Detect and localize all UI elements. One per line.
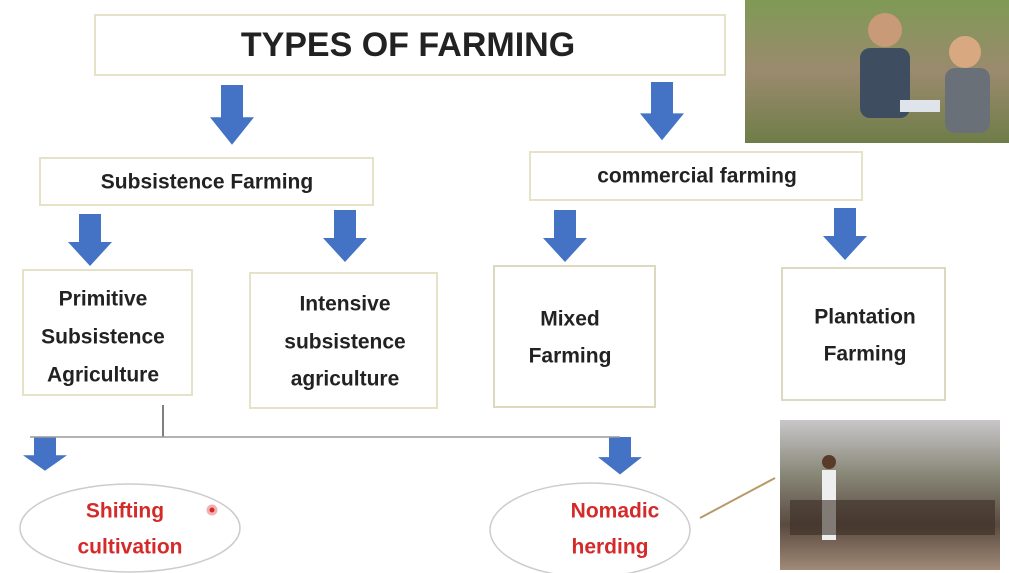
arrow xyxy=(543,210,587,262)
pointer-line xyxy=(700,478,775,518)
arrow xyxy=(68,214,112,266)
photo-farmers xyxy=(745,0,1009,143)
arrow xyxy=(323,210,367,262)
node-label: agriculture xyxy=(291,368,400,391)
node-label: subsistence xyxy=(284,331,405,354)
node-label: Shifting xyxy=(86,500,164,523)
arrow xyxy=(210,85,254,145)
node-label: Primitive xyxy=(59,288,148,311)
arrow xyxy=(598,437,642,474)
node-label: Plantation xyxy=(814,306,916,329)
title: TYPES OF FARMING xyxy=(241,26,575,64)
node-ellipse xyxy=(490,483,690,573)
node-label: Intensive xyxy=(299,293,390,316)
page: {"title": "TYPES OF FARMING", "nodes": [… xyxy=(0,0,1009,573)
node-box xyxy=(782,268,945,400)
node-label: Agriculture xyxy=(47,364,159,387)
photo-herding xyxy=(780,420,1000,570)
node-label: cultivation xyxy=(77,536,182,559)
node-label: herding xyxy=(572,536,649,559)
arrow xyxy=(640,82,684,140)
diagram: TYPES OF FARMING Subsistence Farming com… xyxy=(0,0,1009,573)
arrow xyxy=(823,208,867,260)
node-label: Nomadic xyxy=(571,500,660,523)
node-ellipse xyxy=(20,484,240,572)
arrow xyxy=(23,437,67,471)
node-label: Subsistence Farming xyxy=(101,171,313,194)
node-box xyxy=(494,266,655,407)
node-label: Farming xyxy=(824,343,907,366)
node-label: commercial farming xyxy=(597,165,797,188)
dot xyxy=(208,506,216,514)
node-label: Subsistence xyxy=(41,326,165,349)
node-label: Farming xyxy=(529,345,612,368)
node-label: Mixed xyxy=(540,308,600,331)
